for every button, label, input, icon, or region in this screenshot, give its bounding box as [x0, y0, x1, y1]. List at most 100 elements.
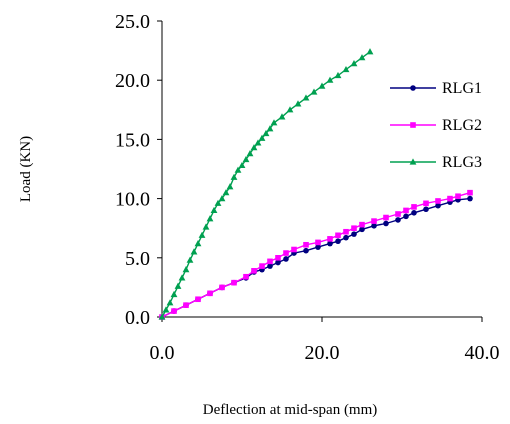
data-point-rlg3	[210, 206, 218, 214]
data-point-rlg2	[343, 228, 349, 235]
legend: RLG1 RLG2 RLG3	[390, 80, 482, 171]
data-point-rlg3	[278, 113, 286, 120]
y-axis-title: Load (KN)	[18, 136, 34, 202]
data-point-rlg2	[403, 207, 409, 214]
data-point-rlg2	[447, 195, 453, 202]
data-point-rlg3	[262, 129, 270, 137]
data-point-rlg3	[302, 94, 310, 101]
data-point-rlg2	[183, 302, 189, 308]
data-point-rlg3	[162, 306, 170, 313]
data-point-rlg3	[254, 139, 262, 146]
data-point-rlg2	[411, 204, 417, 210]
legend-label-rlg3: RLG3	[442, 154, 482, 171]
series-line-rlg1	[161, 197, 471, 318]
data-point-rlg1	[359, 226, 365, 233]
data-point-rlg3	[202, 223, 210, 230]
axes	[161, 21, 482, 318]
series-line-rlg2	[161, 192, 471, 318]
data-point-rlg3	[258, 134, 266, 141]
data-point-rlg3	[334, 71, 342, 79]
data-point-rlg3	[174, 282, 182, 289]
data-point-rlg3	[186, 256, 194, 263]
data-point-rlg3	[286, 106, 294, 113]
data-point-rlg1	[275, 259, 281, 266]
data-point-rlg2	[207, 290, 213, 297]
data-point-rlg2	[171, 308, 177, 314]
data-point-rlg3	[234, 166, 242, 173]
data-point-rlg2	[195, 296, 201, 303]
data-point-rlg2	[455, 193, 461, 200]
legend-label-rlg1: RLG1	[442, 80, 482, 97]
data-point-rlg1	[327, 240, 333, 247]
data-point-rlg2	[251, 268, 257, 274]
data-point-rlg2	[259, 263, 265, 269]
data-point-rlg3	[198, 231, 206, 238]
data-point-rlg2	[275, 255, 281, 261]
legend-marker-rlg1	[410, 85, 416, 91]
data-point-rlg3	[238, 161, 246, 169]
series-rlg1	[159, 195, 473, 320]
data-point-rlg2	[335, 232, 341, 239]
data-point-rlg1	[343, 234, 349, 241]
data-point-rlg1	[395, 217, 401, 223]
legend-marker-rlg3	[409, 158, 417, 165]
data-point-rlg3	[182, 266, 190, 273]
series-rlg3	[158, 48, 374, 320]
data-point-rlg2	[327, 236, 333, 242]
data-point-rlg3	[190, 248, 198, 255]
data-point-rlg3	[266, 125, 274, 132]
data-point-rlg2	[283, 250, 289, 256]
data-point-rlg1	[383, 220, 389, 227]
data-point-rlg1	[315, 244, 321, 250]
data-point-rlg3	[366, 48, 374, 55]
data-point-rlg2	[351, 225, 357, 231]
data-point-rlg1	[435, 202, 441, 209]
data-point-rlg2	[267, 258, 273, 265]
data-point-rlg3	[326, 76, 334, 83]
data-point-rlg3	[250, 144, 258, 151]
y-tick-label: 0.0	[125, 307, 150, 329]
data-point-rlg3	[166, 299, 174, 306]
data-point-rlg1	[467, 195, 473, 202]
data-point-rlg1	[411, 210, 417, 216]
data-point-rlg1	[403, 213, 409, 220]
x-tick-label: 0.0	[150, 342, 175, 364]
x-axis-title: Deflection at mid-span (mm)	[203, 402, 378, 418]
data-point-rlg2	[395, 211, 401, 217]
data-point-rlg3	[270, 119, 278, 126]
data-point-rlg3	[318, 82, 326, 89]
data-point-rlg2	[423, 200, 429, 207]
legend-item-rlg3: RLG3	[390, 154, 482, 171]
y-tick-label: 25.0	[115, 11, 150, 33]
data-point-rlg3	[342, 65, 350, 73]
data-point-rlg1	[335, 238, 341, 245]
data-point-rlg2	[359, 221, 365, 228]
data-point-rlg2	[231, 279, 237, 286]
data-point-rlg2	[435, 198, 441, 204]
data-point-rlg2	[315, 239, 321, 246]
data-point-rlg1	[371, 223, 377, 229]
y-tick-label: 15.0	[115, 129, 150, 151]
data-point-rlg3	[358, 54, 366, 61]
y-tick-label: 10.0	[115, 189, 150, 211]
legend-marker-rlg2	[410, 122, 416, 128]
data-point-rlg1	[283, 256, 289, 262]
data-point-rlg3	[350, 60, 358, 67]
data-point-rlg3	[178, 274, 186, 281]
data-point-rlg1	[267, 263, 273, 269]
x-tick-label: 40.0	[465, 342, 500, 364]
data-point-rlg3	[214, 199, 222, 206]
series-rlg2	[159, 189, 473, 320]
data-point-rlg3	[206, 215, 214, 222]
data-point-rlg3	[158, 313, 166, 320]
data-point-rlg2	[383, 214, 389, 221]
x-tick-label: 20.0	[305, 342, 340, 364]
legend-label-rlg2: RLG2	[442, 117, 482, 134]
data-point-rlg3	[222, 189, 230, 196]
y-ticks: 0.0 5.0 10.0 15.0 20.0 25.0	[115, 11, 162, 329]
data-point-rlg1	[303, 247, 309, 254]
data-point-rlg3	[194, 239, 202, 247]
data-point-rlg2	[291, 246, 297, 253]
legend-item-rlg1: RLG1	[390, 80, 482, 97]
